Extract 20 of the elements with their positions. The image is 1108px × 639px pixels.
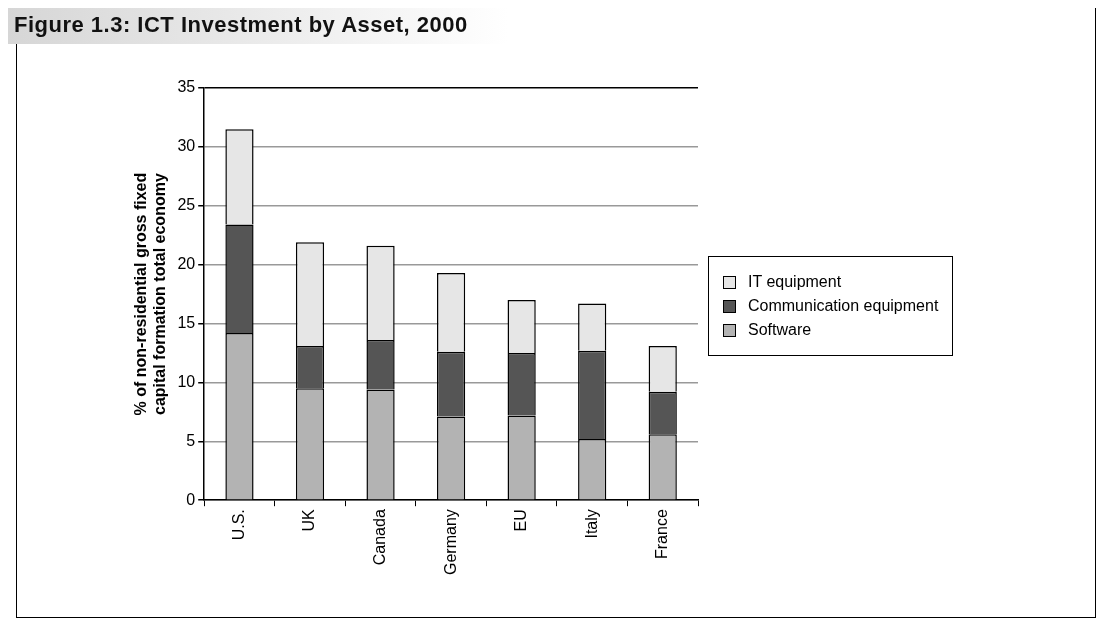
x-tick-label: Canada bbox=[370, 509, 388, 566]
x-tick-label: U.S. bbox=[229, 509, 247, 541]
legend-label: Communication equipment bbox=[748, 297, 939, 315]
y-tick-label: 20 bbox=[177, 255, 196, 273]
legend-label: IT equipment bbox=[748, 273, 842, 291]
x-tick-label: EU bbox=[512, 509, 530, 532]
x-tick-label: Germany bbox=[441, 509, 459, 575]
legend-label: Software bbox=[748, 321, 812, 339]
y-tick-label: 35 bbox=[177, 78, 196, 96]
y-axis-title: % of non-residential gross fixed capital formation total economy bbox=[132, 172, 169, 416]
y-tick-label: 5 bbox=[186, 431, 196, 449]
y-tick-label: 10 bbox=[177, 372, 196, 390]
y-tick-label: 15 bbox=[177, 313, 196, 331]
y-tick-label: 25 bbox=[177, 196, 196, 214]
x-tick-label: UK bbox=[300, 508, 318, 532]
y-tick-label: 0 bbox=[186, 490, 196, 508]
y-tick-label: 30 bbox=[177, 137, 196, 155]
chart-title: Figure 1.3: ICT Investment by Asset, 2000 bbox=[8, 8, 508, 44]
x-tick-label: France bbox=[653, 509, 671, 559]
x-tick-label: Italy bbox=[582, 509, 600, 539]
